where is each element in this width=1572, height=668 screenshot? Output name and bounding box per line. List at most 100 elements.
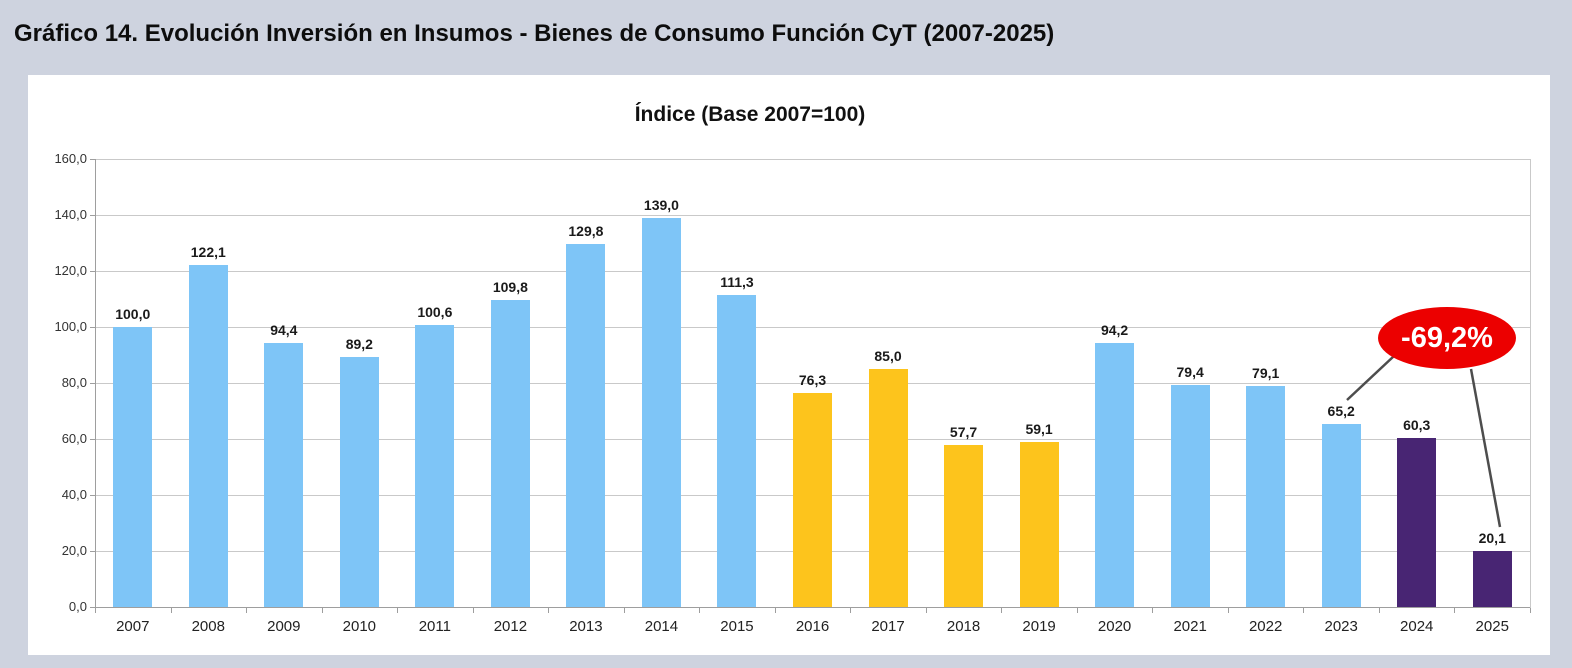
y-axis-label: 160,0 <box>54 151 87 166</box>
y-axis-tick <box>90 607 95 608</box>
bar <box>793 393 832 607</box>
gridline <box>95 327 1530 328</box>
x-axis-tick <box>623 608 625 613</box>
bar <box>868 369 908 607</box>
x-axis-label: 2015 <box>720 618 754 635</box>
bar-value-label: 89,2 <box>345 336 373 353</box>
x-axis-tick <box>1001 608 1003 613</box>
x-axis-tick <box>246 608 248 613</box>
bar-value-label: 94,2 <box>1100 322 1129 339</box>
x-axis-tick <box>850 608 852 613</box>
bar <box>641 217 681 607</box>
bar <box>944 445 984 607</box>
bar-value-label: 109,8 <box>492 278 528 295</box>
bar <box>1321 424 1361 607</box>
y-axis-tick <box>90 495 95 496</box>
x-axis-label: 2007 <box>116 618 150 635</box>
x-axis-tick <box>170 608 172 613</box>
x-axis-tick <box>1152 608 1154 613</box>
x-axis-label: 2019 <box>1022 618 1056 635</box>
y-axis-label: 20,0 <box>61 543 87 558</box>
y-axis-line <box>95 159 96 607</box>
bar <box>1397 438 1437 607</box>
gridline <box>95 271 1530 272</box>
x-axis-tick <box>774 608 776 613</box>
bar <box>1170 384 1210 607</box>
annotation-ellipse: -69,2% <box>1378 307 1516 369</box>
plot-area: 0,0 20,0 40,0 60,0 80,0 100,0 120,0 140,0 160,0 1… <box>28 75 1550 655</box>
gridline <box>95 215 1530 216</box>
x-axis-label: 2021 <box>1173 618 1207 635</box>
x-axis-label: 2014 <box>644 618 679 635</box>
x-axis-label: 2017 <box>871 618 905 635</box>
bar-value-label: 60,3 <box>1403 417 1431 434</box>
bar-value-label: 100,0 <box>115 306 151 322</box>
x-axis-tick <box>397 608 399 613</box>
y-axis-tick <box>90 215 95 216</box>
x-axis-tick <box>548 608 550 613</box>
bar <box>188 265 228 607</box>
y-axis-tick <box>90 327 95 328</box>
x-axis-tick <box>1076 608 1078 613</box>
bar-value-label: 122,1 <box>190 244 226 261</box>
annotation-label: -69,2% <box>1401 321 1493 354</box>
x-axis-label: 2016 <box>795 618 830 635</box>
y-axis-label: 80,0 <box>61 375 87 390</box>
bar <box>1095 343 1135 607</box>
y-axis-label: 40,0 <box>61 487 87 502</box>
x-axis-label: 2009 <box>267 618 301 635</box>
x-axis-tick <box>925 608 927 613</box>
x-axis-label: 2012 <box>493 618 528 635</box>
y-axis-label: 60,0 <box>61 431 87 446</box>
x-axis-label: 2018 <box>946 618 981 635</box>
bar-value-label: 79,1 <box>1252 364 1280 381</box>
y-axis-label: 140,0 <box>54 207 87 222</box>
bar <box>490 299 530 607</box>
x-axis-tick <box>1227 608 1229 613</box>
chart-title: Índice (Base 2007=100) <box>634 103 866 126</box>
y-axis-tick <box>90 159 95 160</box>
x-axis-label: 2013 <box>569 618 603 635</box>
bar-value-label: 139,0 <box>643 196 679 213</box>
gridline <box>95 383 1530 384</box>
bar <box>717 295 757 607</box>
bar <box>566 243 606 607</box>
x-axis-tick <box>95 608 96 613</box>
x-axis-line <box>95 607 1530 608</box>
y-axis-label: 100,0 <box>54 319 87 334</box>
bar-value-label: 79,4 <box>1176 363 1204 380</box>
y-axis-label: 0,0 <box>68 599 87 614</box>
bar-value-label: 129,8 <box>568 222 604 239</box>
bar <box>415 325 455 607</box>
bar-value-label: 20,1 <box>1478 529 1506 546</box>
x-axis-tick <box>1454 608 1456 613</box>
bar-value-label: 100,6 <box>417 304 453 321</box>
x-axis-label: 2020 <box>1097 618 1132 635</box>
bar <box>1246 385 1286 607</box>
x-axis-label: 2011 <box>418 618 451 635</box>
gridline <box>95 159 1530 160</box>
y-axis-label: 120,0 <box>54 263 87 278</box>
y-axis-tick <box>90 551 95 552</box>
x-axis-tick <box>472 608 474 613</box>
bar <box>1472 550 1512 607</box>
bar-value-label: 76,3 <box>798 372 827 389</box>
chart-card: Índice (Base 2007=100) 0,0 20,0 40,0 60,0 80… <box>28 75 1550 655</box>
x-axis-tick <box>1378 608 1380 613</box>
bar <box>264 342 304 607</box>
y-axis-tick <box>90 439 95 440</box>
y-axis-tick <box>90 271 95 272</box>
x-axis-tick <box>699 608 701 613</box>
bar-value-label: 94,4 <box>270 321 298 338</box>
x-axis-label: 2022 <box>1248 618 1283 635</box>
bar-value-label: 57,7 <box>949 424 978 441</box>
x-axis-label: 2024 <box>1400 618 1434 635</box>
bar <box>1019 441 1059 607</box>
y-axis-tick <box>90 383 95 384</box>
bar-value-label: 111,3 <box>720 274 754 291</box>
x-axis-tick <box>1303 608 1305 613</box>
bar-value-label: 85,0 <box>874 348 902 364</box>
x-axis-label: 2023 <box>1324 618 1358 635</box>
page-title: Gráfico 14. Evolución Inversión en Insum… <box>14 20 1055 47</box>
